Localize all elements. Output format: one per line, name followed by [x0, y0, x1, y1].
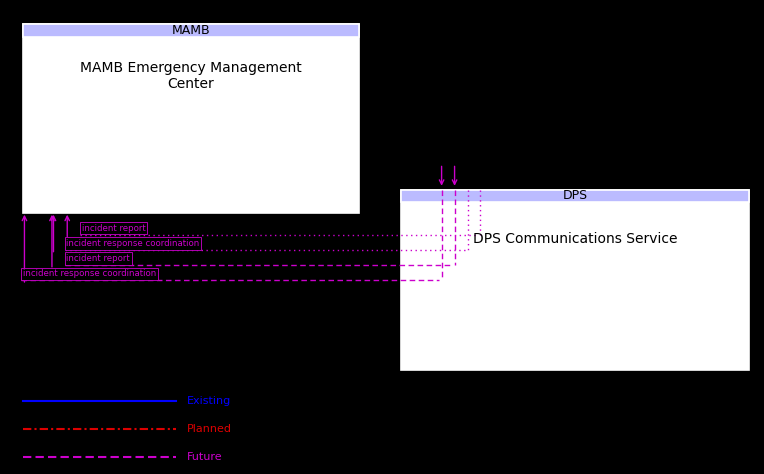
Text: incident report: incident report: [66, 254, 130, 263]
Bar: [23, 24, 359, 37]
Bar: [401, 190, 749, 370]
Text: MAMB Emergency Management
Center: MAMB Emergency Management Center: [80, 61, 302, 91]
Text: Planned: Planned: [187, 424, 232, 434]
Text: incident response coordination: incident response coordination: [23, 269, 156, 278]
Text: Existing: Existing: [187, 395, 231, 406]
Text: incident response coordination: incident response coordination: [66, 239, 199, 248]
Text: DPS Communications Service: DPS Communications Service: [473, 232, 677, 246]
Bar: [23, 24, 359, 213]
Text: DPS: DPS: [562, 190, 588, 202]
Bar: [401, 190, 749, 202]
Text: Future: Future: [187, 452, 223, 463]
Bar: [401, 190, 749, 202]
Text: MAMB: MAMB: [172, 24, 210, 37]
Bar: [23, 24, 359, 37]
Text: incident report: incident report: [82, 224, 145, 233]
